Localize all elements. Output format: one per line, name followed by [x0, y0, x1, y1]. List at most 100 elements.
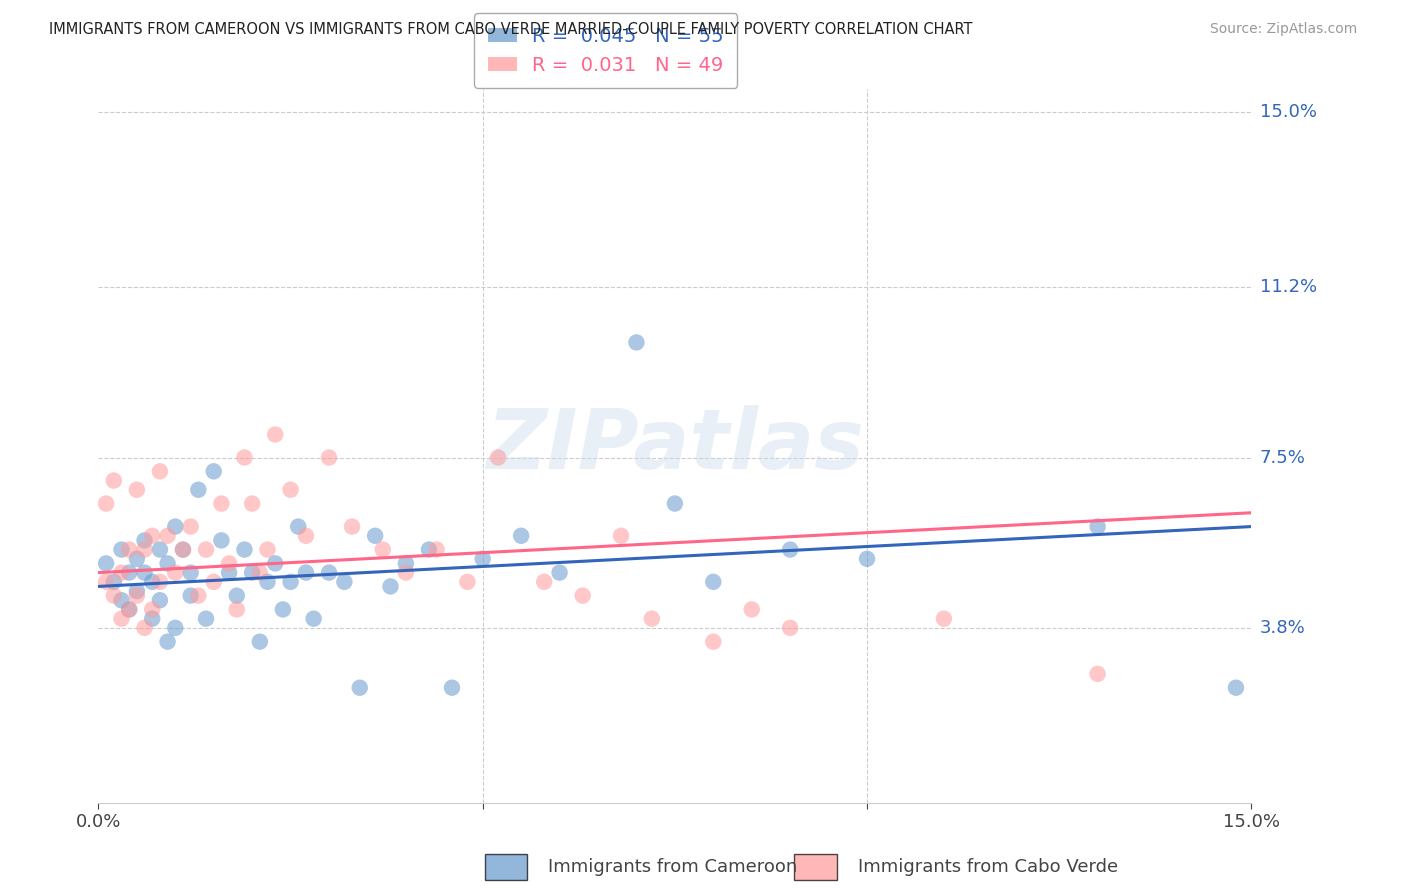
Point	[349, 681, 371, 695]
Point	[103, 574, 125, 589]
Point	[486, 450, 509, 465]
Point	[94, 574, 117, 589]
Point	[395, 566, 418, 580]
Point	[256, 542, 278, 557]
Point	[271, 602, 294, 616]
Point	[195, 542, 218, 557]
Point	[264, 557, 287, 571]
Point	[118, 542, 141, 557]
Point	[94, 557, 117, 571]
Point	[187, 589, 209, 603]
Point	[134, 542, 156, 557]
Point	[779, 542, 801, 557]
Point	[318, 566, 340, 580]
Point	[149, 593, 172, 607]
Point	[172, 542, 194, 557]
Point	[156, 634, 179, 648]
Point	[249, 566, 271, 580]
Point	[225, 589, 247, 603]
Point	[156, 557, 179, 571]
Point	[380, 579, 402, 593]
Point	[149, 574, 172, 589]
Point	[1225, 681, 1247, 695]
Point	[202, 574, 225, 589]
Point	[141, 602, 163, 616]
Point	[456, 574, 478, 589]
Point	[118, 602, 141, 616]
Point	[256, 574, 278, 589]
Point	[209, 533, 232, 548]
Point	[180, 519, 202, 533]
Point	[318, 450, 340, 465]
Point	[333, 574, 356, 589]
Point	[856, 551, 879, 566]
Point	[295, 529, 318, 543]
Point	[118, 602, 141, 616]
Point	[118, 566, 141, 580]
Point	[103, 474, 125, 488]
Point	[149, 542, 172, 557]
Point	[134, 621, 156, 635]
Point	[779, 621, 801, 635]
Point	[626, 335, 648, 350]
Text: 7.5%: 7.5%	[1260, 449, 1306, 467]
Text: 3.8%: 3.8%	[1260, 619, 1305, 637]
Point	[180, 566, 202, 580]
Point	[302, 612, 325, 626]
Point	[165, 519, 187, 533]
Text: ZIPatlas: ZIPatlas	[486, 406, 863, 486]
Point	[180, 589, 202, 603]
Point	[103, 589, 125, 603]
Point	[110, 542, 132, 557]
Point	[340, 519, 363, 533]
Point	[225, 602, 247, 616]
Point	[202, 464, 225, 478]
Point	[371, 542, 394, 557]
Point	[110, 612, 132, 626]
Point	[110, 593, 132, 607]
Point	[125, 584, 148, 599]
Point	[240, 497, 263, 511]
Point	[233, 542, 256, 557]
Point	[741, 602, 763, 616]
Point	[125, 551, 148, 566]
Point	[664, 497, 686, 511]
Point	[172, 542, 194, 557]
Point	[94, 497, 117, 511]
Point	[395, 557, 418, 571]
Point	[571, 589, 593, 603]
Point	[548, 566, 571, 580]
Point	[249, 634, 271, 648]
Point	[641, 612, 664, 626]
Text: IMMIGRANTS FROM CAMEROON VS IMMIGRANTS FROM CABO VERDE MARRIED-COUPLE FAMILY POV: IMMIGRANTS FROM CAMEROON VS IMMIGRANTS F…	[49, 22, 973, 37]
Point	[364, 529, 387, 543]
Point	[209, 497, 232, 511]
Point	[1087, 666, 1109, 681]
Point	[218, 557, 240, 571]
Point	[287, 519, 309, 533]
Point	[426, 542, 449, 557]
Point	[149, 464, 172, 478]
Point	[141, 574, 163, 589]
Point	[533, 574, 555, 589]
Point	[240, 566, 263, 580]
Point	[418, 542, 440, 557]
Point	[125, 589, 148, 603]
Point	[195, 612, 218, 626]
Point	[264, 427, 287, 442]
Legend: R =  0.045   N = 55, R =  0.031   N = 49: R = 0.045 N = 55, R = 0.031 N = 49	[474, 13, 738, 88]
Text: Source: ZipAtlas.com: Source: ZipAtlas.com	[1209, 22, 1357, 37]
Point	[233, 450, 256, 465]
Point	[702, 574, 724, 589]
Text: Immigrants from Cameroon: Immigrants from Cameroon	[548, 858, 797, 876]
Point	[280, 574, 302, 589]
Point	[610, 529, 633, 543]
Point	[165, 621, 187, 635]
Point	[702, 634, 724, 648]
Point	[165, 566, 187, 580]
Text: 11.2%: 11.2%	[1260, 278, 1317, 296]
Point	[510, 529, 533, 543]
Point	[218, 566, 240, 580]
Point	[187, 483, 209, 497]
Point	[125, 483, 148, 497]
